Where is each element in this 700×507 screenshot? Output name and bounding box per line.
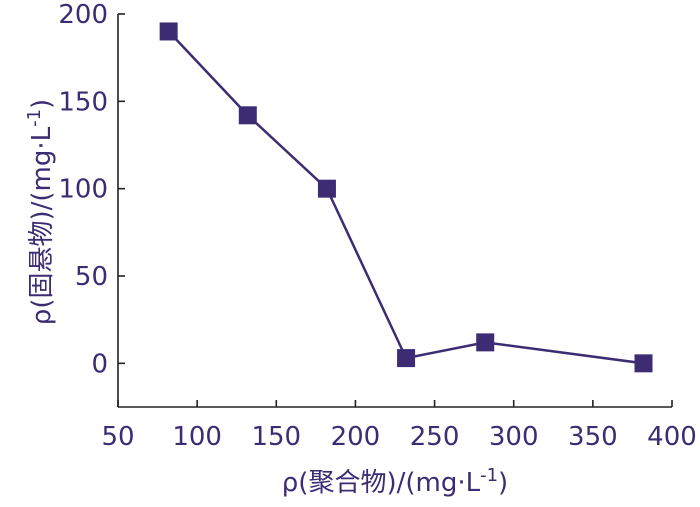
x-axis-label: ρ(聚合物)/(mg·L-1) [282, 465, 508, 498]
x-axis-label-exponent: -1 [480, 465, 498, 486]
x-tick-label-150: 150 [251, 422, 301, 452]
x-tick-label-50: 50 [101, 422, 134, 452]
x-tick-label-350: 350 [568, 422, 618, 452]
y-axis-label-close: ) [27, 99, 57, 109]
x-tick-label-100: 100 [172, 422, 222, 452]
x-axis-label-close: ) [498, 468, 508, 498]
axes [117, 14, 672, 408]
y-tick-label-150: 150 [58, 87, 108, 117]
y-ticks: 0 50 100 150 200 [58, 0, 125, 379]
data-point-5 [634, 354, 653, 373]
x-tick-label-250: 250 [410, 422, 460, 452]
series-line [167, 30, 644, 365]
data-point-4 [476, 333, 495, 352]
data-point-1 [238, 106, 257, 125]
y-tick-label-0: 0 [91, 349, 108, 379]
x-tick-label-400: 400 [647, 422, 697, 452]
data-point-0 [159, 22, 178, 41]
data-point-3 [397, 349, 416, 368]
y-tick-label-200: 200 [58, 0, 108, 30]
data-point-2 [317, 179, 336, 198]
x-ticks: 50 100 150 200 250 300 350 400 [101, 400, 697, 452]
x-tick-label-300: 300 [489, 422, 539, 452]
y-tick-label-50: 50 [75, 262, 108, 292]
y-axis-label: ρ(固悬物)/(mg·L-1) [24, 99, 57, 325]
y-tick-label-100: 100 [58, 175, 108, 205]
y-axis-label-main: ρ(固悬物)/(mg·L [27, 126, 57, 325]
y-axis-label-exponent: -1 [24, 109, 45, 127]
series [159, 22, 653, 373]
x-axis-label-main: ρ(聚合物)/(mg·L [282, 468, 481, 498]
x-tick-label-200: 200 [331, 422, 381, 452]
